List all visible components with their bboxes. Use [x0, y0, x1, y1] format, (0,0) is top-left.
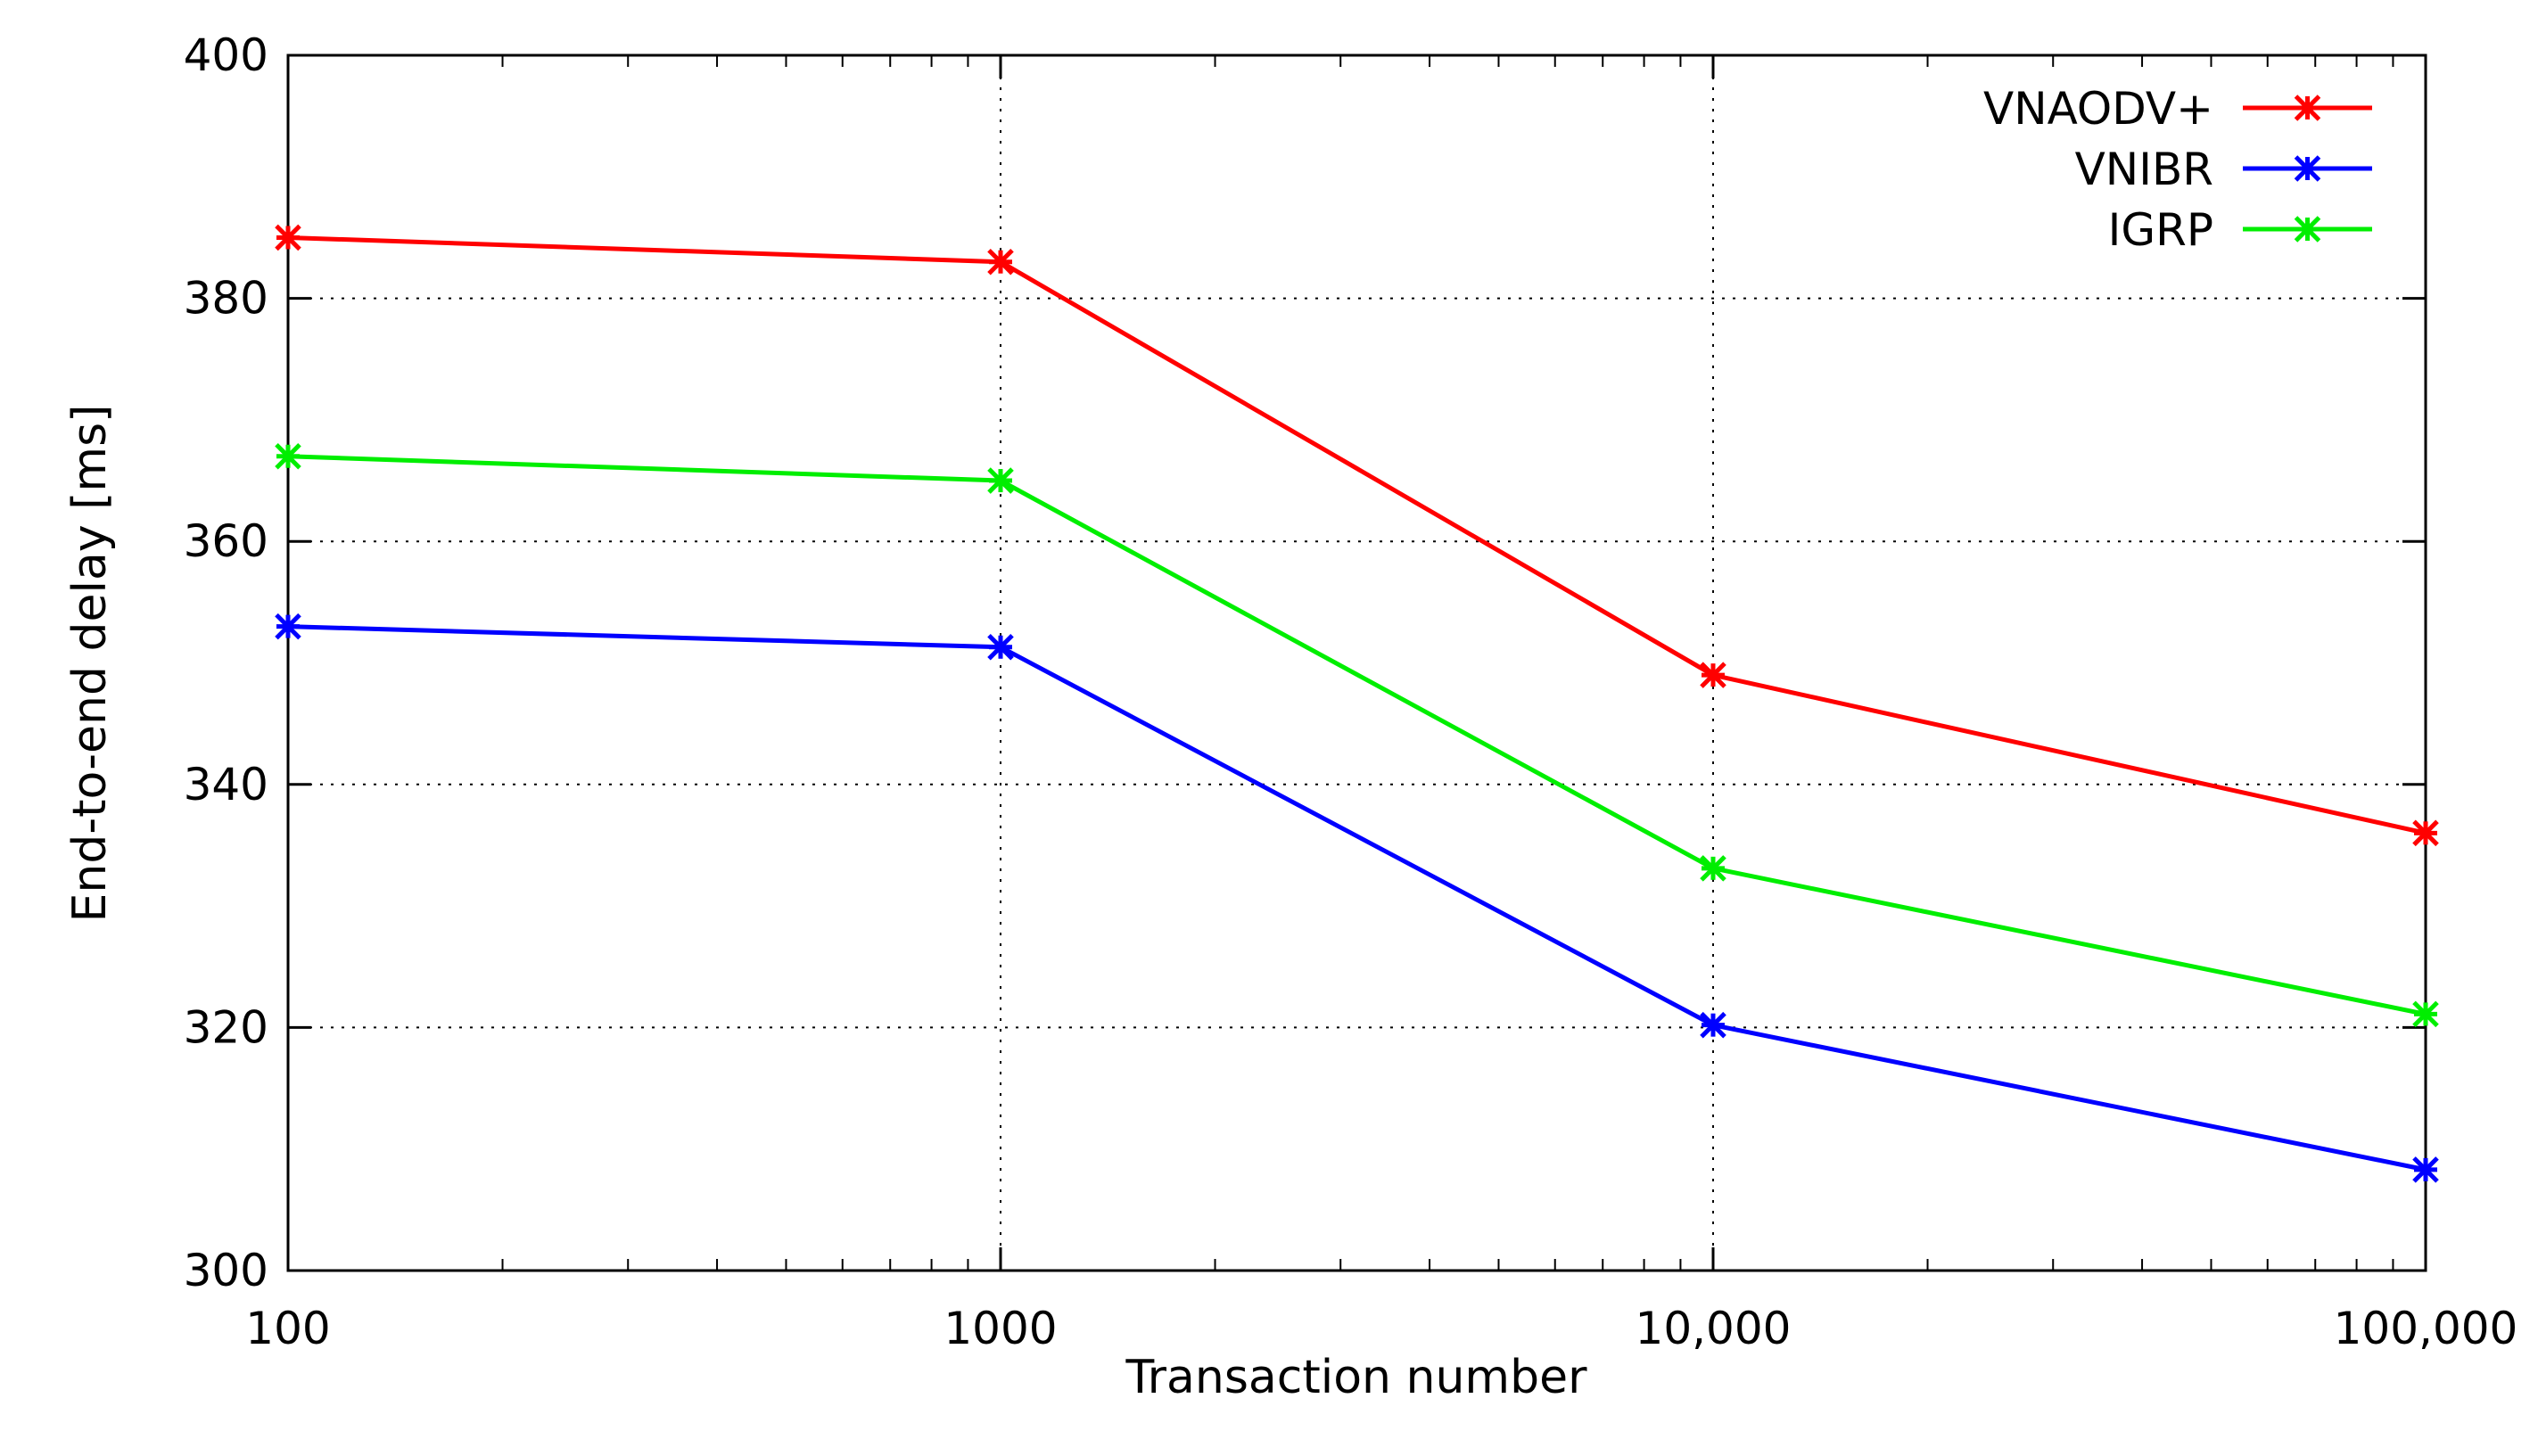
plot-frame [286, 53, 2427, 1272]
data-point-vnaodv [2412, 819, 2439, 847]
series-layer [275, 224, 2439, 1183]
series-vnibr [275, 613, 2439, 1183]
series-line-igrp [287, 454, 2427, 1016]
data-point-vnaodv [987, 248, 1014, 276]
x-tick-label: 100,000 [2334, 1303, 2518, 1354]
x-tick-labels: 100 1000 10,000 100,000 [245, 1303, 2517, 1354]
x-tick-label: 10,000 [1636, 1303, 1792, 1354]
legend-label: VNAODV+ [1983, 83, 2213, 135]
series-line-vnibr [287, 624, 2427, 1172]
data-point-igrp [1700, 855, 1726, 882]
x-axis-title: Transaction number [1125, 1351, 1588, 1404]
data-point-vnibr [987, 634, 1014, 661]
y-tick-label: 320 [184, 1001, 268, 1053]
x-tick-label: 1000 [944, 1303, 1057, 1354]
data-point-vnibr [2412, 1156, 2439, 1183]
series-vnaodv [275, 224, 2439, 847]
data-point-vnaodv [1700, 662, 1726, 688]
legend-marker [2294, 155, 2321, 182]
legend-marker [2294, 95, 2321, 121]
legend-label: IGRP [2108, 204, 2213, 256]
y-tick-label: 400 [184, 29, 268, 81]
legend-marker [2294, 216, 2321, 243]
data-point-igrp [987, 467, 1014, 494]
legend-item-vnaodv: VNAODV+ [1983, 83, 2372, 135]
axis-ticks [286, 53, 2427, 1272]
data-point-vnibr [275, 613, 301, 640]
x-tick-label: 100 [245, 1303, 330, 1354]
y-axis-title: End-to-end delay [ms] [63, 405, 117, 923]
data-point-vnibr [1700, 1011, 1726, 1039]
legend-label: VNIBR [2075, 144, 2213, 195]
series-igrp [275, 443, 2439, 1028]
data-point-igrp [275, 443, 301, 470]
series-line-vnaodv [287, 234, 2427, 835]
grid-lines [288, 55, 2426, 1271]
legend-item-vnibr: VNIBR [2075, 144, 2372, 195]
y-tick-label: 340 [184, 759, 268, 810]
y-tick-labels: 300 320 340 360 380 400 [184, 29, 268, 1296]
data-point-igrp [2412, 1000, 2439, 1028]
legend-item-igrp: IGRP [2108, 204, 2372, 256]
y-tick-label: 300 [184, 1245, 268, 1296]
y-tick-label: 380 [184, 273, 268, 325]
x-minor-ticks [501, 55, 2394, 1271]
data-point-vnaodv [275, 224, 301, 251]
legend: VNAODV+ VNIBR IGRP [1983, 83, 2372, 256]
y-tick-label: 360 [184, 515, 268, 567]
